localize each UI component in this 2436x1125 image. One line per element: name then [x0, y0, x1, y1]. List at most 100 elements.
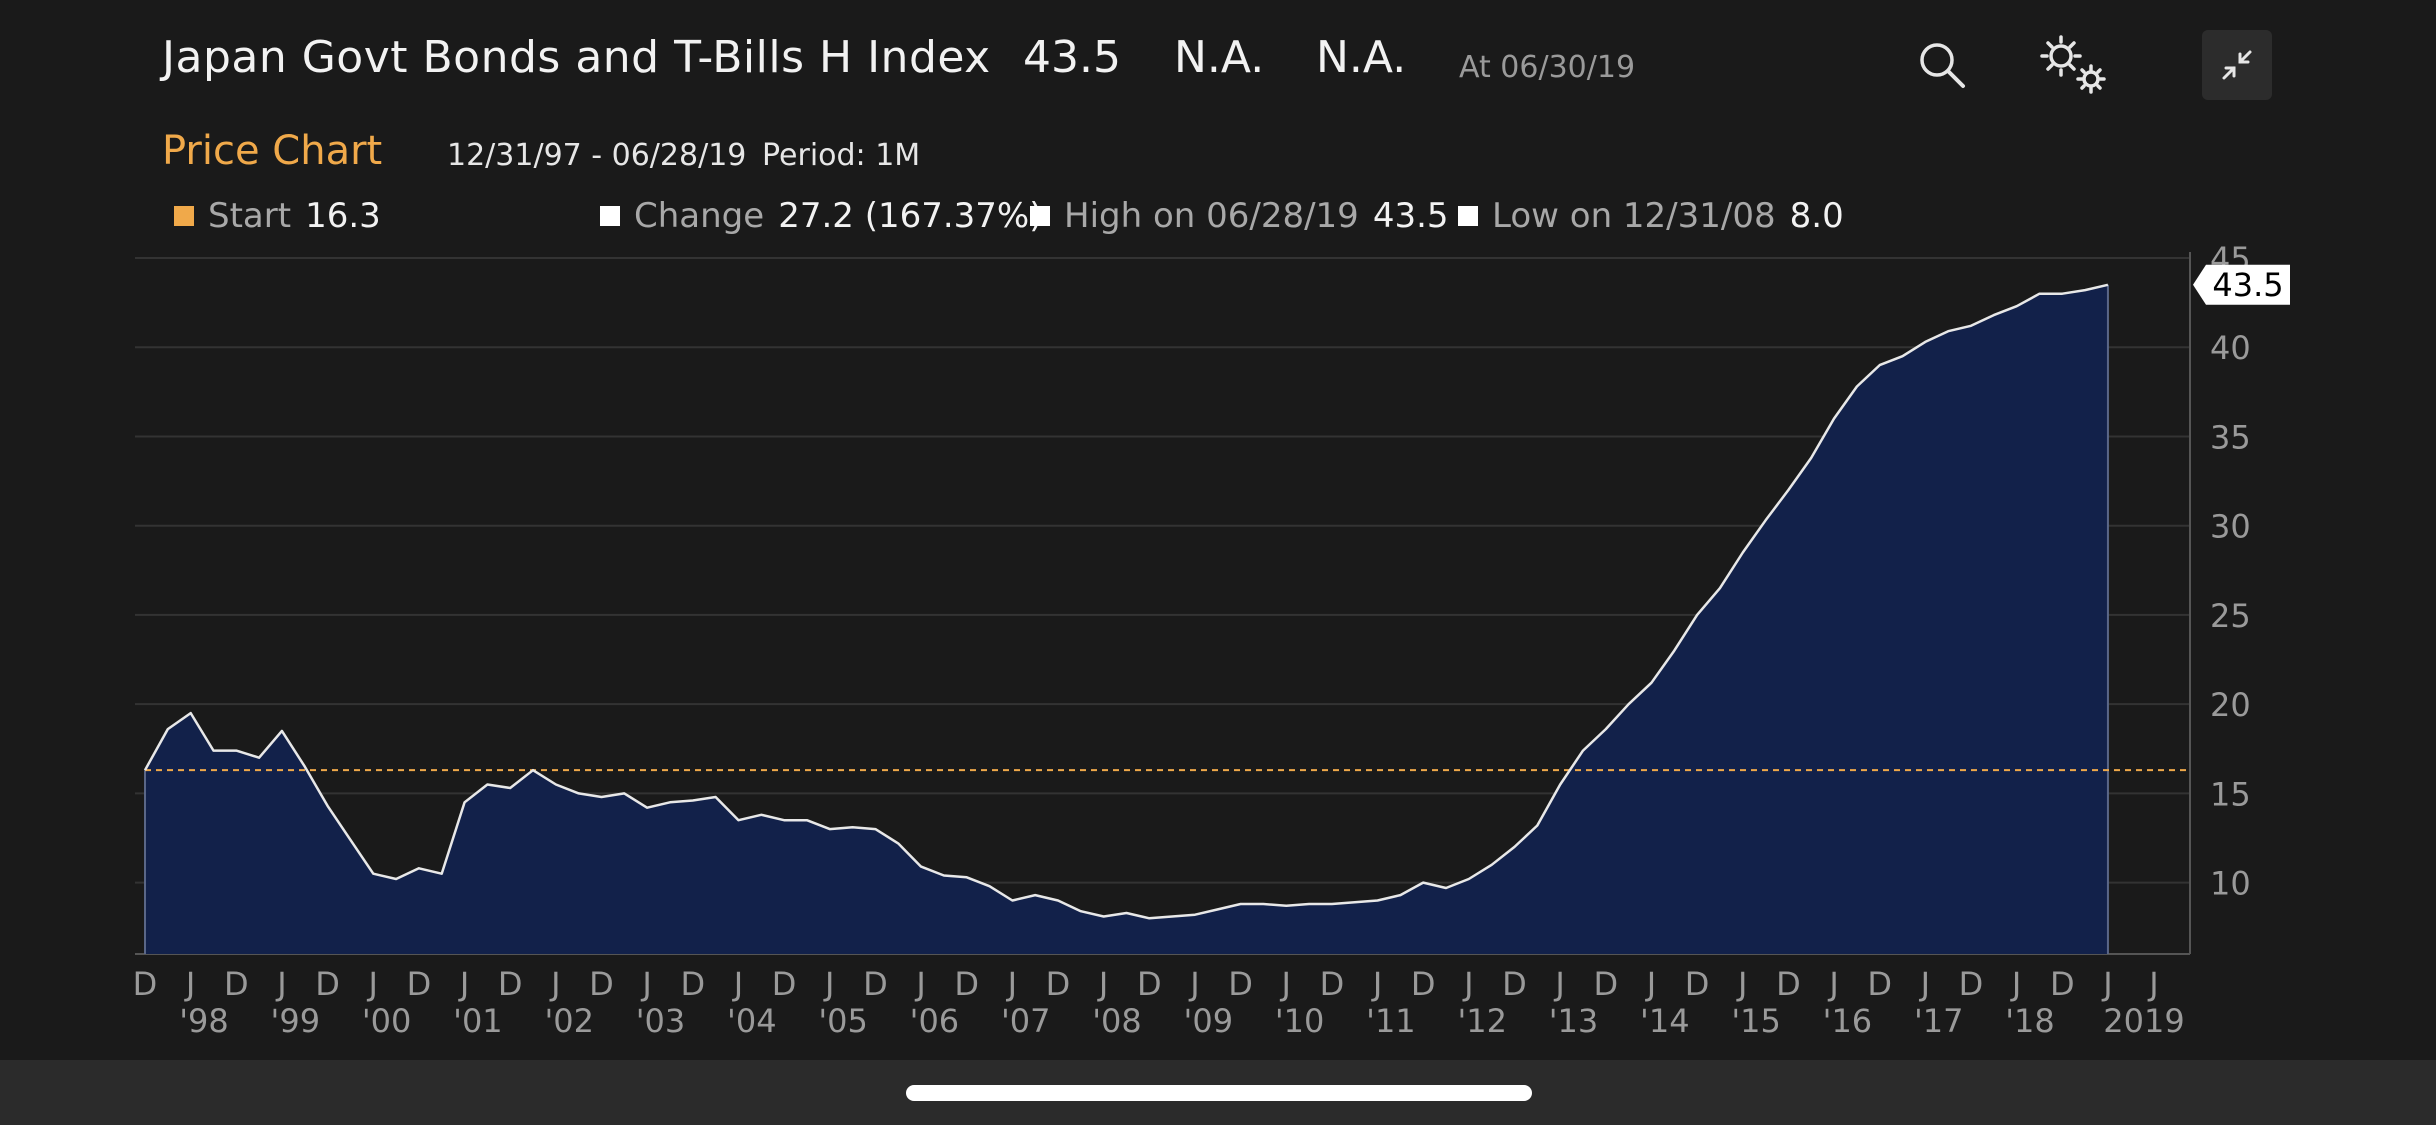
legend-change-value: 27.2 (167.37%)	[778, 196, 1043, 236]
legend-high-swatch	[1030, 206, 1050, 226]
x-year-label: '18	[2005, 1002, 2055, 1040]
as-of-date: At 06/30/19	[1459, 50, 1636, 85]
x-month-label: J	[184, 965, 195, 1003]
legend-start-value: 16.3	[305, 196, 381, 236]
x-month-label: D	[1867, 965, 1892, 1003]
x-month-label: D	[1228, 965, 1253, 1003]
x-month-label: D	[1320, 965, 1345, 1003]
last-value-tag	[2193, 264, 2290, 305]
x-month-label: J	[367, 965, 378, 1003]
legend-high-value: 43.5	[1372, 196, 1449, 236]
x-month-label: J	[2101, 965, 2112, 1003]
collapse-button[interactable]	[2202, 30, 2272, 100]
y-tick-label: 25	[2210, 597, 2251, 635]
x-month-label: J	[1280, 965, 1291, 1003]
x-month-label: J	[1919, 965, 1930, 1003]
date-range: 12/31/97 - 06/28/19	[447, 138, 747, 173]
x-year-label: '12	[1457, 1002, 1507, 1040]
x-year-label: '07	[1001, 1002, 1051, 1040]
x-month-label: D	[1137, 965, 1162, 1003]
x-month-label: J	[1553, 965, 1564, 1003]
last-value-label: 43.5	[2212, 266, 2283, 304]
x-month-label: J	[275, 965, 286, 1003]
x-year-label: '14	[1640, 1002, 1690, 1040]
y-tick-label: 35	[2210, 418, 2251, 456]
x-year-label: '00	[362, 1002, 412, 1040]
x-month-label: D	[224, 965, 249, 1003]
x-month-label: J	[2010, 965, 2021, 1003]
x-month-label: D	[498, 965, 523, 1003]
x-year-label: '03	[636, 1002, 686, 1040]
legend-low: Low on 12/31/08 8.0	[1458, 196, 1844, 236]
x-month-label: J	[1462, 965, 1473, 1003]
change-field: N.A.	[1174, 32, 1265, 83]
y-tick-label: 10	[2210, 865, 2251, 903]
legend-low-swatch	[1458, 206, 1478, 226]
x-month-label: D	[863, 965, 888, 1003]
home-indicator[interactable]	[906, 1085, 1532, 1101]
collapse-icon	[2222, 50, 2252, 80]
x-year-label: '01	[453, 1002, 503, 1040]
x-month-label: D	[1959, 965, 1984, 1003]
x-month-label: D	[589, 965, 614, 1003]
x-month-label: J	[1188, 965, 1199, 1003]
x-year-label: 2019	[2103, 1002, 2184, 1040]
x-month-label: J	[2147, 965, 2158, 1003]
legend-start: Start 16.3	[174, 196, 381, 236]
x-month-label: J	[640, 965, 651, 1003]
x-year-label: '08	[1092, 1002, 1142, 1040]
x-year-label: '10	[1275, 1002, 1325, 1040]
x-year-label: '13	[1549, 1002, 1599, 1040]
x-month-label: J	[1645, 965, 1656, 1003]
x-month-label: D	[315, 965, 340, 1003]
x-month-label: J	[549, 965, 560, 1003]
x-year-label: '06	[910, 1002, 960, 1040]
period-selector[interactable]: Period: 1M	[762, 138, 921, 173]
x-month-label: J	[1371, 965, 1382, 1003]
series-line	[143, 283, 2109, 920]
x-month-label: J	[914, 965, 925, 1003]
x-month-label: D	[680, 965, 705, 1003]
last-price: 43.5	[1023, 32, 1121, 83]
legend-change-label: Change	[634, 196, 765, 236]
legend-low-value: 8.0	[1789, 196, 1844, 236]
x-year-label: '05	[818, 1002, 868, 1040]
x-month-label: D	[1593, 965, 1618, 1003]
x-year-label: '02	[544, 1002, 594, 1040]
change-pct-field: N.A.	[1316, 32, 1407, 83]
x-month-label: D	[1502, 965, 1527, 1003]
y-tick-label: 20	[2210, 686, 2251, 724]
x-year-label: '17	[1914, 1002, 1964, 1040]
x-year-label: '09	[1184, 1002, 1234, 1040]
price-chart-title[interactable]: Price Chart	[162, 128, 383, 174]
x-year-label: '99	[271, 1002, 321, 1040]
y-tick-label: 40	[2210, 329, 2251, 367]
legend-change-swatch	[600, 206, 620, 226]
x-month-label: D	[1685, 965, 1710, 1003]
search-icon[interactable]	[1915, 38, 1971, 94]
legend-start-swatch	[174, 206, 194, 226]
x-year-label: '04	[727, 1002, 777, 1040]
settings-icon[interactable]	[2036, 32, 2110, 98]
x-month-label: D	[1046, 965, 1071, 1003]
x-month-label: J	[823, 965, 834, 1003]
x-month-label: J	[1097, 965, 1108, 1003]
x-year-label: '11	[1366, 1002, 1416, 1040]
x-month-label: J	[458, 965, 469, 1003]
y-tick-label: 30	[2210, 508, 2251, 546]
x-month-label: D	[772, 965, 797, 1003]
x-year-label: '15	[1731, 1002, 1781, 1040]
x-month-label: D	[1411, 965, 1436, 1003]
x-month-label: J	[1827, 965, 1838, 1003]
index-title: Japan Govt Bonds and T-Bills H Index	[162, 32, 991, 83]
x-month-label: D	[1776, 965, 1801, 1003]
legend-start-label: Start	[208, 196, 292, 236]
x-month-label: D	[954, 965, 979, 1003]
x-month-label: D	[407, 965, 432, 1003]
y-tick-label: 15	[2210, 775, 2251, 813]
x-month-label: J	[732, 965, 743, 1003]
series-area	[145, 284, 2108, 954]
legend-low-label: Low on 12/31/08	[1492, 196, 1776, 236]
x-month-label: J	[1736, 965, 1747, 1003]
